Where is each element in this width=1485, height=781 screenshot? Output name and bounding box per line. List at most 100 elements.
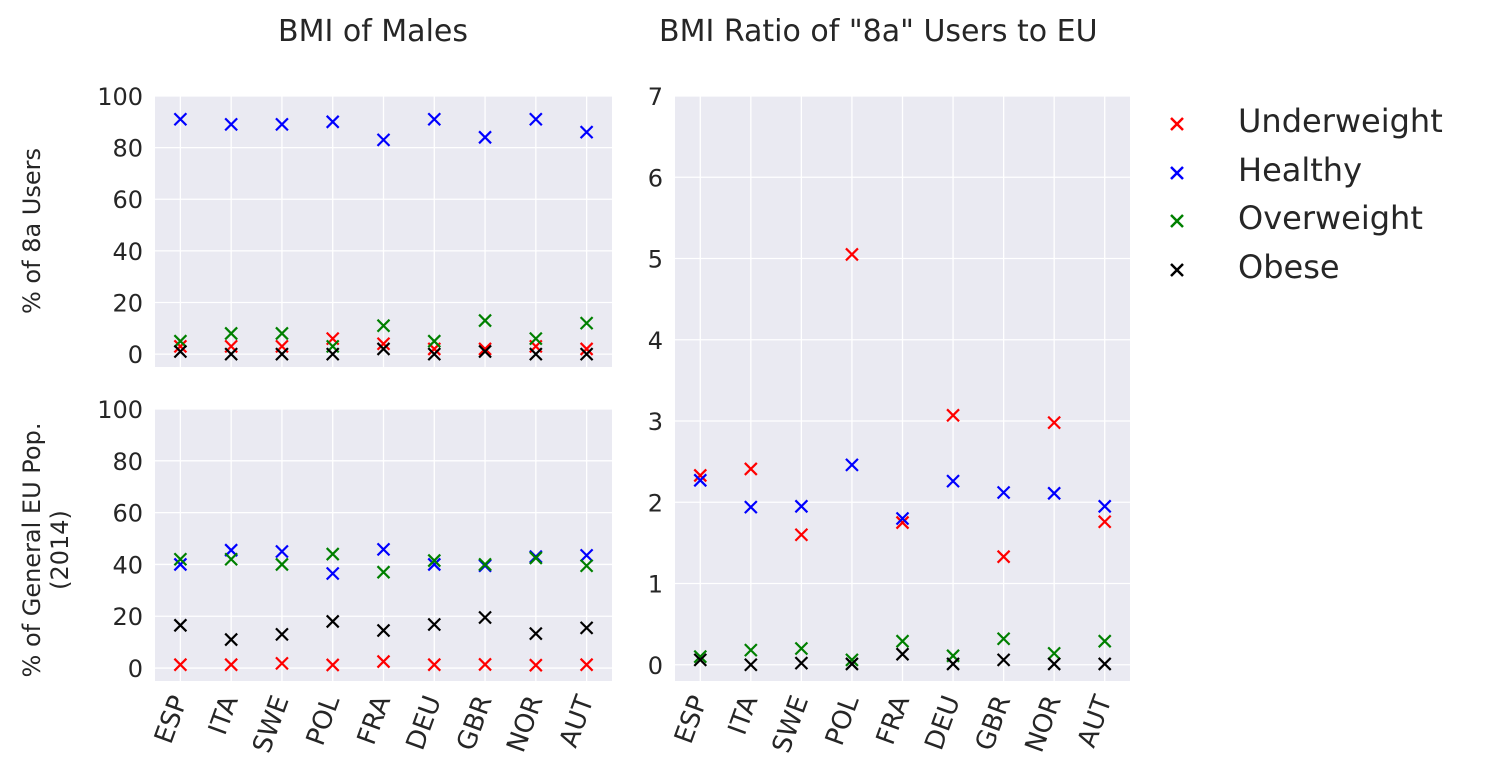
point-obese-esp: [173, 344, 188, 359]
point-obese-ita: [224, 632, 238, 647]
point-healthy-deu: [427, 557, 442, 572]
point-healthy-aut: [1097, 499, 1112, 514]
x-tick-label-aut: AUT: [1072, 692, 1118, 752]
y-tick-label: 3: [648, 408, 663, 436]
legend-marker-obese: [1170, 262, 1184, 277]
point-healthy-nor: [1047, 486, 1061, 501]
legend-label-overweight: Overweight: [1238, 199, 1423, 237]
point-healthy-pol: [325, 115, 340, 129]
point-healthy-swe: [794, 499, 809, 514]
x-tick-label-gbr: GBR: [451, 692, 498, 755]
x-tick-label-pol: POL: [301, 691, 347, 749]
y-axis-label-line: (2014): [46, 510, 74, 590]
point-obese-gbr: [478, 344, 492, 359]
point-underweight-gbr: [478, 657, 492, 672]
legend-marker-underweight: [1170, 117, 1184, 131]
point-overweight-ita: [744, 643, 758, 657]
y-tick-label: 0: [128, 655, 143, 683]
point-obese-gbr: [996, 653, 1011, 667]
point-overweight-fra: [895, 634, 910, 648]
panel-top-left: 0 20 40 60 80 100 % of 8a Users: [18, 83, 612, 369]
y-axis-label-line: % of General EU Pop.: [18, 423, 46, 678]
point-healthy-esp: [173, 112, 188, 127]
point-healthy-deu: [427, 112, 442, 127]
point-obese-fra: [376, 342, 391, 356]
point-healthy-swe: [275, 117, 289, 132]
left-title: BMI of Males: [278, 14, 468, 49]
point-healthy-ita: [224, 117, 238, 132]
point-overweight-nor: [529, 331, 543, 346]
x-tick-label-ita: ITA: [723, 692, 765, 739]
point-overweight-ita: [224, 552, 238, 567]
x-tick-label-swe: SWE: [247, 692, 295, 757]
x-tick-label-deu: DEU: [401, 692, 448, 754]
point-overweight-nor: [1047, 646, 1061, 661]
point-obese-esp: [693, 653, 708, 667]
legend-label-underweight: Underweight: [1238, 102, 1443, 140]
point-overweight-aut: [579, 558, 594, 573]
point-obese-pol: [325, 347, 340, 361]
point-obese-nor: [529, 626, 543, 641]
point-healthy-aut: [579, 548, 594, 563]
point-underweight-esp: [173, 339, 188, 354]
point-underweight-deu: [946, 408, 960, 423]
point-obese-aut: [579, 621, 594, 635]
point-underweight-aut: [579, 342, 594, 356]
point-obese-aut: [1097, 657, 1112, 671]
point-underweight-ita: [224, 657, 238, 672]
point-healthy-ita: [744, 500, 758, 514]
x-tick-label-gbr: GBR: [970, 692, 1017, 755]
y-axis-label: % of 8a Users: [18, 148, 46, 314]
point-healthy-fra: [895, 511, 910, 526]
point-obese-pol: [845, 657, 859, 671]
point-healthy-swe: [275, 544, 289, 559]
point-underweight-fra: [376, 654, 391, 669]
point-overweight-gbr: [478, 313, 492, 328]
point-underweight-deu: [427, 657, 442, 672]
point-underweight-pol: [325, 658, 340, 672]
point-healthy-pol: [845, 458, 859, 472]
y-tick-label: 80: [112, 135, 143, 163]
point-underweight-swe: [275, 656, 289, 671]
x-tick-label-pol: POL: [820, 691, 866, 749]
point-obese-ita: [744, 657, 758, 672]
point-overweight-aut: [1097, 634, 1112, 648]
point-healthy-fra: [376, 542, 391, 557]
y-tick-label: 60: [112, 500, 143, 528]
point-underweight-aut: [579, 657, 594, 672]
y-tick-label: 7: [648, 83, 663, 111]
panel-right: 0 1 2 3 4 5 6 7 ESP ITA SWE POL FRA DEU GBR NOR AUT: [648, 83, 1130, 757]
point-obese-deu: [427, 347, 442, 361]
point-overweight-swe: [275, 326, 289, 341]
point-obese-nor: [529, 347, 543, 361]
point-overweight-swe: [794, 641, 809, 656]
x-tick-label-nor: NOR: [501, 692, 549, 757]
point-overweight-esp: [173, 552, 188, 567]
point-overweight-gbr: [996, 631, 1011, 646]
point-healthy-esp: [173, 557, 188, 572]
y-tick-label: 20: [112, 289, 143, 317]
point-healthy-fra: [376, 133, 391, 147]
y-tick-label: 0: [648, 652, 663, 680]
point-underweight-ita: [744, 462, 758, 476]
point-overweight-aut: [579, 316, 594, 330]
y-tick-label: 80: [112, 448, 143, 476]
point-underweight-aut: [1097, 514, 1112, 529]
point-overweight-esp: [173, 334, 188, 348]
point-healthy-nor: [529, 112, 543, 127]
right-title: BMI Ratio of "8a" Users to EU: [659, 14, 1098, 49]
y-tick-label: 0: [128, 341, 143, 369]
point-obese-pol: [325, 614, 340, 629]
y-tick-label: 1: [648, 571, 663, 599]
y-tick-label: 5: [648, 246, 663, 274]
x-tick-label-deu: DEU: [920, 692, 967, 754]
legend-label-obese: Obese: [1238, 247, 1340, 286]
point-overweight-ita: [224, 326, 238, 341]
point-healthy-pol: [325, 566, 340, 581]
point-underweight-pol: [845, 247, 859, 262]
y-axis-label-line: % of 8a Users: [18, 148, 46, 314]
point-obese-esp: [173, 618, 188, 633]
point-overweight-swe: [275, 557, 289, 572]
y-tick-label: 40: [112, 238, 143, 266]
point-healthy-gbr: [996, 485, 1011, 500]
